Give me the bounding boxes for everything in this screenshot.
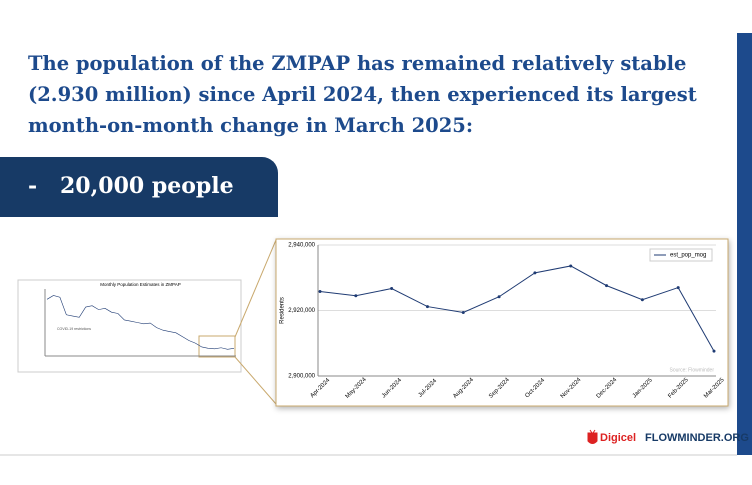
point: [318, 290, 322, 294]
bullet-text: 20,000 people: [60, 173, 234, 199]
slide-title: The population of the ZMPAP has remained…: [28, 52, 697, 137]
point: [605, 284, 609, 288]
zoom-line: [234, 356, 277, 405]
point: [425, 305, 429, 309]
side-bar: [737, 33, 752, 455]
digicel-icon: [587, 429, 598, 444]
source: Source: Flowminder: [670, 367, 715, 373]
legend-label: est_pop_mog: [670, 253, 706, 259]
data-line: [319, 265, 715, 352]
annotation: COVID-19 restrictions: [57, 327, 91, 331]
data-line: [46, 295, 235, 350]
y-tick-label: 2,920,000: [288, 308, 315, 314]
point: [461, 310, 465, 314]
point: [497, 295, 501, 299]
point: [390, 287, 394, 291]
zoom-highlight: [198, 335, 236, 358]
point: [712, 349, 716, 353]
y-tick-label: 2,900,000: [288, 374, 315, 380]
logo-digicel: Digicel: [600, 432, 636, 444]
zoom-line: [234, 239, 277, 338]
zoom-frame: [275, 238, 729, 407]
y-axis-label: Residents: [280, 297, 286, 324]
legend-box: [649, 248, 713, 262]
logo-flowminder: FLOWMINDER.ORG: [645, 432, 749, 444]
point: [676, 286, 680, 290]
point: [354, 294, 358, 298]
point: [533, 271, 537, 275]
y-tick-label: 2,940,000: [288, 243, 315, 249]
thumb-frame: [17, 279, 242, 373]
point: [569, 264, 573, 268]
point: [640, 298, 644, 302]
chart-title: Monthly Population Estimates in ZMPAP: [100, 282, 180, 287]
bullet-marker: -: [28, 173, 38, 199]
bullet-band: - 20,000 people: [0, 157, 278, 217]
